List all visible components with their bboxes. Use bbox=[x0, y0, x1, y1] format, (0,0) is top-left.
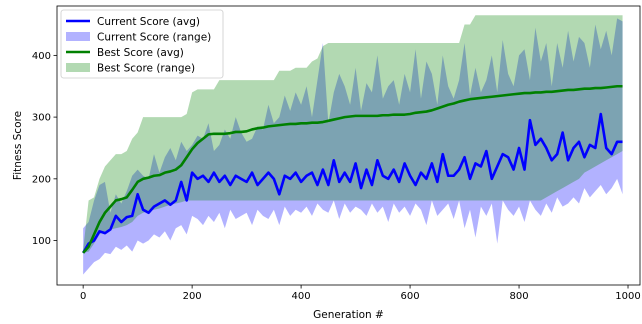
legend-label: Best Score (range) bbox=[97, 62, 195, 74]
x-tick-label: 0 bbox=[80, 291, 86, 302]
plot-frame bbox=[56, 5, 641, 286]
legend-swatch-best-score-range bbox=[66, 63, 90, 72]
legend-label: Current Score (range) bbox=[97, 31, 211, 43]
best-score-range-band bbox=[83, 15, 623, 253]
legend-swatch-current-score-range bbox=[66, 32, 90, 41]
y-tick-label: 400 bbox=[32, 51, 51, 62]
y-axis: 100 200 300 400 bbox=[32, 51, 57, 247]
x-tick-label: 600 bbox=[401, 291, 420, 302]
current-score-avg-line bbox=[82, 112, 623, 254]
legend-label: Best Score (avg) bbox=[97, 47, 184, 59]
y-axis-label: Fitness Score bbox=[12, 111, 24, 180]
line-layer bbox=[82, 84, 623, 254]
y-tick-label: 300 bbox=[32, 113, 51, 124]
y-tick-label: 100 bbox=[32, 236, 51, 247]
x-tick-label: 1000 bbox=[615, 291, 640, 302]
x-axis: 0 200 400 600 800 1000 bbox=[80, 285, 641, 302]
y-tick-label: 200 bbox=[32, 174, 51, 185]
legend-box bbox=[60, 9, 224, 79]
band-layer bbox=[83, 15, 623, 275]
x-axis-label: Generation # bbox=[313, 309, 384, 321]
legend-label: Current Score (avg) bbox=[97, 16, 200, 28]
legend: Current Score (avg) Current Score (range)… bbox=[60, 9, 224, 79]
x-tick-label: 400 bbox=[292, 291, 311, 302]
best-score-avg-line bbox=[82, 84, 623, 254]
x-tick-label: 200 bbox=[183, 291, 202, 302]
current-score-range-band bbox=[83, 18, 623, 275]
x-tick-label: 800 bbox=[509, 291, 528, 302]
